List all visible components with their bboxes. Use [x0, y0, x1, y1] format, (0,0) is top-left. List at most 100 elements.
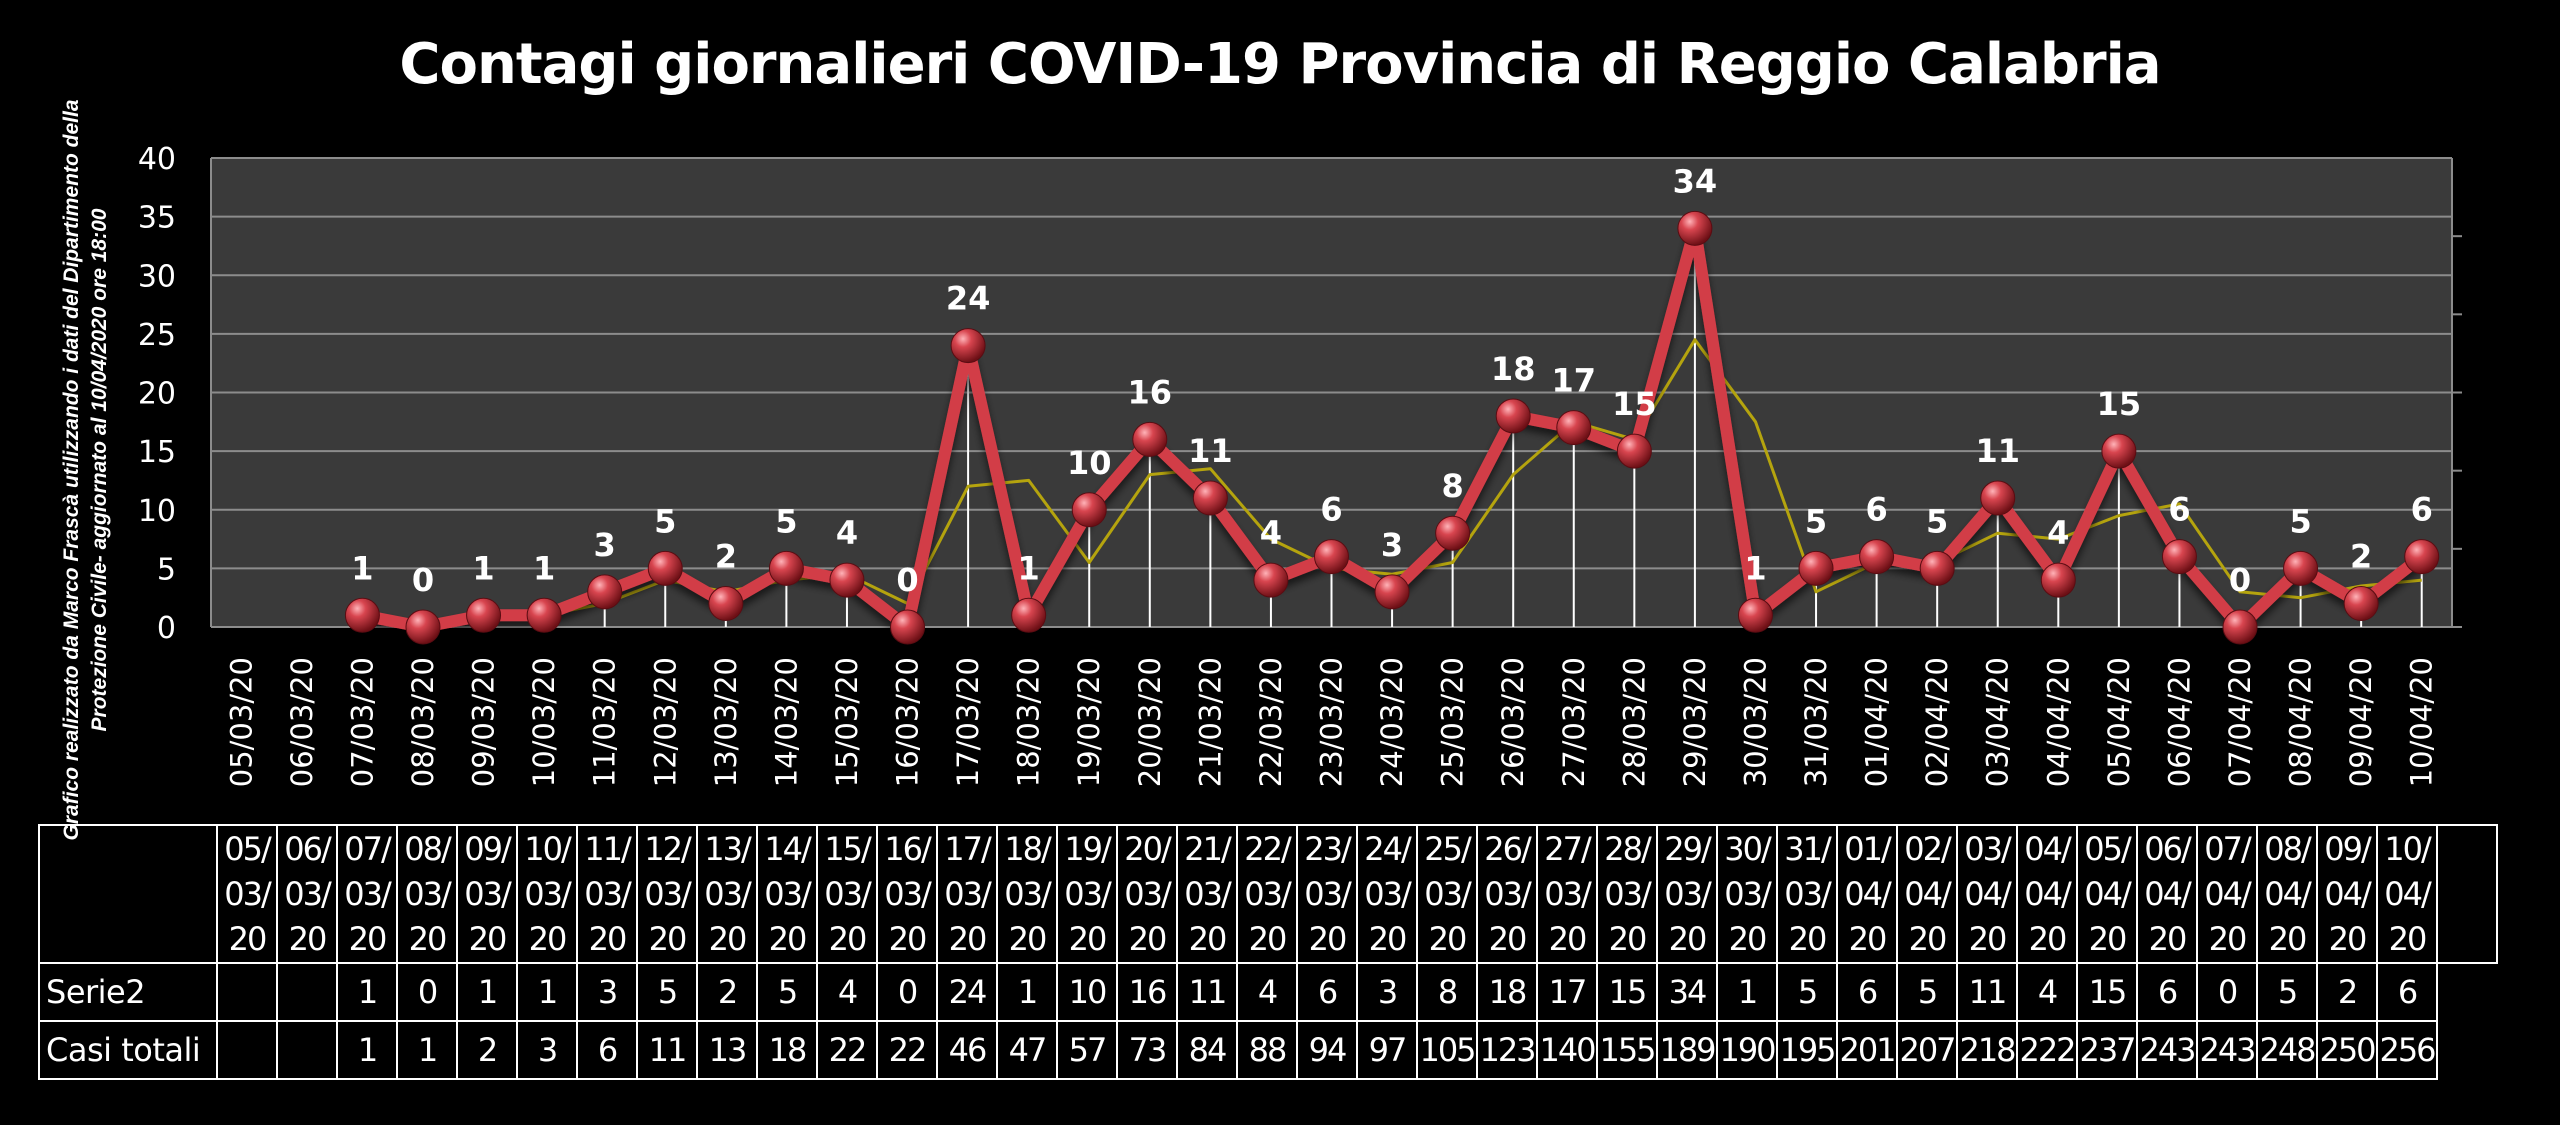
data-point [2222, 609, 2258, 645]
y-tick-label: 5 [157, 552, 176, 587]
x-tick-label: 05/04/20 [2102, 657, 2136, 787]
table-cell: 189 [1656, 1020, 1718, 1080]
table-date-part: 19/ [1064, 829, 1111, 868]
table-date-part: 03/ [1244, 874, 1291, 913]
table-date-part: 20 [648, 919, 688, 958]
table-date-cell: 05/03/20 [216, 824, 278, 964]
x-tick-label: 19/03/20 [1072, 657, 1106, 787]
table-cell: 6 [2376, 962, 2438, 1022]
x-tick-label: 27/03/20 [1557, 657, 1591, 787]
table-cell: 5 [1776, 962, 1838, 1022]
data-point [768, 550, 804, 586]
x-tick-label: 14/03/20 [769, 657, 803, 787]
table-date-part: 20 [1728, 919, 1768, 958]
data-point [587, 574, 623, 610]
data-label: 5 [1805, 502, 1827, 540]
data-point [1677, 210, 1713, 246]
table-cell: 6 [1836, 962, 1898, 1022]
data-label: 0 [896, 561, 918, 599]
table-cell: 123 [1476, 1020, 1538, 1080]
table-row-casi-totali: Casi totali 1 1 2 3 6 11 13 18 22 22 46 47 57 73 84 88 94… [38, 1020, 2497, 1080]
table-cell: 237 [2076, 1020, 2138, 1080]
chart-title: Contagi giornalieri COVID-19 Provincia d… [399, 32, 2161, 97]
data-point [2161, 539, 2197, 575]
table-date-part: 03/ [464, 874, 511, 913]
data-label: 5 [775, 502, 797, 540]
y-tick-label: 25 [138, 318, 176, 353]
table-date-part: 03/ [1604, 874, 1651, 913]
data-label: 18 [1491, 350, 1536, 388]
table-date-part: 09/ [464, 829, 511, 868]
table-date-part: 04/ [2024, 829, 2071, 868]
table-date-part: 03/ [584, 874, 631, 913]
table-date-part: 03/ [1964, 829, 2011, 868]
table-date-part: 03/ [344, 874, 391, 913]
table-date-part: 04/ [2084, 874, 2131, 913]
table-cell: 243 [2136, 1020, 2198, 1080]
table-cell: 22 [876, 1020, 938, 1080]
table-cell [216, 962, 278, 1022]
x-tick-label: 08/04/20 [2284, 657, 2318, 787]
x-tick-label: 05/03/20 [224, 657, 258, 787]
table-date-part: 08/ [2264, 829, 2311, 868]
x-tick-labels: 05/03/20 06/03/20 07/03/20 08/03/20 09/03/20… [224, 657, 2438, 787]
table-date-part: 24/ [1364, 829, 1411, 868]
table-cell: 16 [1116, 962, 1178, 1022]
data-label: 5 [1926, 502, 1948, 540]
table-date-part: 03/ [524, 874, 571, 913]
table-date-cell: 01/04/20 [1836, 824, 1898, 964]
table-date-part: 10/ [2384, 829, 2431, 868]
table-date-part: 03/ [764, 874, 811, 913]
x-tick-label: 24/03/20 [1375, 657, 1409, 787]
table-cell: 11 [1176, 962, 1238, 1022]
table-date-part: 03/ [1784, 874, 1831, 913]
table-date-cell: 07/04/20 [2196, 824, 2258, 964]
data-point [2101, 433, 2137, 469]
table-date-part: 20 [228, 919, 268, 958]
table-cell: 1 [456, 962, 518, 1022]
data-label: 15 [1612, 385, 1657, 423]
x-tick-label: 20/03/20 [1133, 657, 1167, 787]
table-date-part: 11/ [584, 829, 631, 868]
table-date-part: 22/ [1244, 829, 1291, 868]
table-date-cell: 03/04/20 [1956, 824, 2018, 964]
table-date-part: 20 [2028, 919, 2068, 958]
data-point [647, 550, 683, 586]
table-date-cell: 31/03/20 [1776, 824, 1838, 964]
table-date-part: 03/ [884, 874, 931, 913]
x-tick-label: 23/03/20 [1315, 657, 1349, 787]
table-cell: 4 [816, 962, 878, 1022]
table-date-cell: 10/03/20 [516, 824, 578, 964]
table-cell: 5 [2256, 962, 2318, 1022]
table-cell [216, 1020, 278, 1080]
table-cell: 2 [696, 962, 758, 1022]
table-date-part: 20 [1608, 919, 1648, 958]
table-date-cell: 08/03/20 [396, 824, 458, 964]
data-point [2343, 586, 2379, 622]
x-tick-label: 25/03/20 [1436, 657, 1470, 787]
x-tick-label: 26/03/20 [1496, 657, 1530, 787]
y-tick-labels: 0 5 10 15 20 25 30 35 40 [138, 142, 176, 646]
table-date-part: 20 [2328, 919, 2368, 958]
table-date-cell: 17/03/20 [936, 824, 998, 964]
data-point [1737, 597, 1773, 633]
data-label: 1 [1744, 549, 1766, 587]
x-tick-label: 28/03/20 [1617, 657, 1651, 787]
x-tick-label: 10/03/20 [527, 657, 561, 787]
data-label: 2 [2350, 538, 2372, 576]
table-empty-cell [2436, 824, 2498, 964]
table-date-part: 20 [2148, 919, 2188, 958]
table-date-cell: 23/03/20 [1296, 824, 1358, 964]
table-cell: 195 [1776, 1020, 1838, 1080]
table-cell: 218 [1956, 1020, 2018, 1080]
x-tick-label: 11/03/20 [588, 657, 622, 787]
table-cell: 18 [756, 1020, 818, 1080]
table-cell: 6 [2136, 962, 2198, 1022]
table-date-part: 20 [468, 919, 508, 958]
table-date-cell: 13/03/20 [696, 824, 758, 964]
table-date-cell: 04/04/20 [2016, 824, 2078, 964]
data-point [2283, 550, 2319, 586]
table-date-part: 20 [2208, 919, 2248, 958]
data-label: 1 [351, 549, 373, 587]
data-point [950, 328, 986, 364]
